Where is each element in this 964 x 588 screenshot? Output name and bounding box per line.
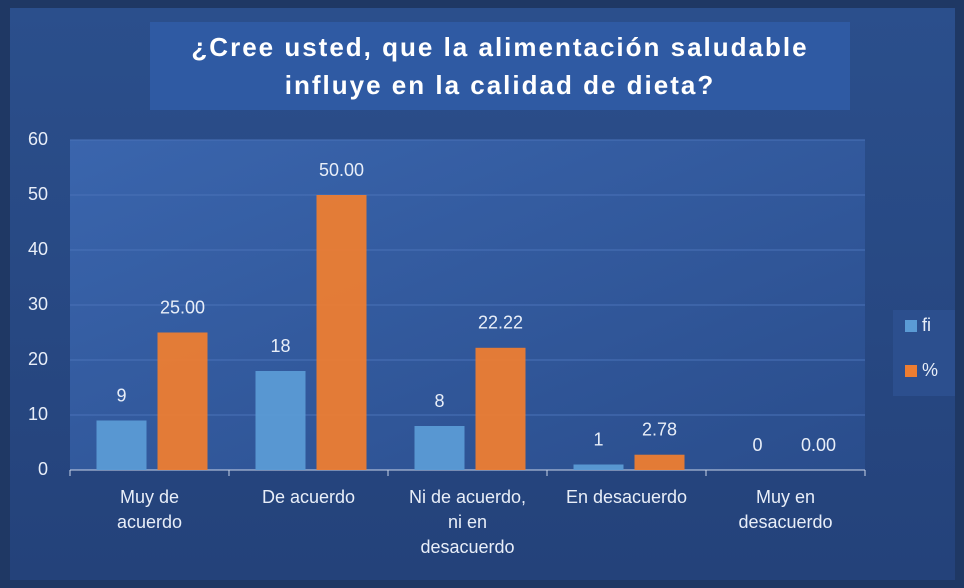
bar xyxy=(316,195,367,470)
value-label: 0 xyxy=(752,435,762,455)
y-tick-label: 20 xyxy=(28,349,48,369)
y-tick-label: 30 xyxy=(28,294,48,314)
y-tick-label: 60 xyxy=(28,129,48,149)
bar xyxy=(634,454,685,470)
value-label: 22.22 xyxy=(478,313,523,333)
legend-swatch xyxy=(905,320,917,332)
value-label: 25.00 xyxy=(160,297,205,317)
x-tick-label: Muy en desacuerdo xyxy=(738,487,833,532)
bar xyxy=(255,371,306,470)
bar xyxy=(475,347,526,470)
y-tick-label: 0 xyxy=(38,459,48,479)
legend-label: % xyxy=(922,360,938,380)
y-tick-label: 10 xyxy=(28,404,48,424)
bar xyxy=(157,332,208,470)
legend xyxy=(893,310,955,396)
bar xyxy=(414,426,465,470)
value-label: 18 xyxy=(270,336,290,356)
y-tick-label: 40 xyxy=(28,239,48,259)
value-label: 2.78 xyxy=(642,419,677,439)
legend-label: fi xyxy=(922,315,931,335)
x-tick-label: En desacuerdo xyxy=(565,487,688,507)
value-label: 9 xyxy=(116,385,126,405)
y-tick-label: 50 xyxy=(28,184,48,204)
value-label: 1 xyxy=(593,429,603,449)
bar xyxy=(573,464,624,470)
bar xyxy=(96,420,147,470)
chart-title: ¿Cree usted, que la alimentación saludab… xyxy=(150,22,850,110)
legend-swatch xyxy=(905,365,917,377)
value-label: 8 xyxy=(434,391,444,411)
x-tick-label: Ni de acuerdo, ni en desacuerdo xyxy=(408,487,527,557)
x-tick-label: De acuerdo xyxy=(261,487,356,507)
x-tick-label: Muy de acuerdo xyxy=(116,487,183,532)
value-label: 50.00 xyxy=(319,160,364,180)
value-label: 0.00 xyxy=(801,435,836,455)
